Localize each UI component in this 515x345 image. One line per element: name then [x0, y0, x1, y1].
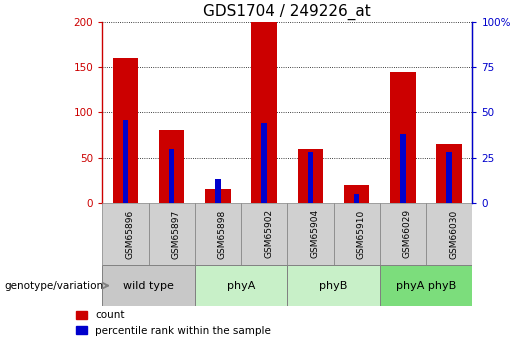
Text: wild type: wild type [123, 280, 174, 290]
Bar [426, 203, 472, 265]
Text: GSM65898: GSM65898 [218, 209, 227, 258]
Bar [205, 189, 231, 203]
Bar [390, 71, 416, 203]
Text: GSM65904: GSM65904 [311, 209, 319, 258]
Bar [241, 203, 287, 265]
Bar [287, 265, 380, 306]
Bar [436, 144, 462, 203]
Text: GSM65902: GSM65902 [264, 209, 273, 258]
Bar [195, 265, 287, 306]
Text: phyB: phyB [319, 280, 348, 290]
Bar [195, 203, 241, 265]
Bar [334, 203, 380, 265]
Bar [262, 123, 267, 203]
Bar [380, 203, 426, 265]
Text: genotype/variation: genotype/variation [4, 280, 103, 290]
Bar [123, 119, 128, 203]
Bar [447, 152, 452, 203]
Legend: count, percentile rank within the sample: count, percentile rank within the sample [72, 306, 275, 340]
Bar [344, 185, 369, 203]
Title: GDS1704 / 249226_at: GDS1704 / 249226_at [203, 4, 371, 20]
Bar [169, 148, 175, 203]
Text: GSM65896: GSM65896 [126, 209, 134, 258]
Bar [102, 265, 195, 306]
Bar [102, 203, 148, 265]
Bar [251, 22, 277, 203]
Bar [113, 58, 138, 203]
Text: GSM65897: GSM65897 [171, 209, 181, 258]
Text: phyA: phyA [227, 280, 255, 290]
Bar [380, 265, 472, 306]
Bar [354, 194, 359, 203]
Bar [215, 179, 221, 203]
Bar [307, 152, 313, 203]
Text: phyA phyB: phyA phyB [396, 280, 456, 290]
Text: GSM66029: GSM66029 [403, 209, 412, 258]
Bar [400, 134, 406, 203]
Bar [159, 130, 184, 203]
Bar [287, 203, 334, 265]
Bar [148, 203, 195, 265]
Bar [298, 148, 323, 203]
Text: GSM65910: GSM65910 [357, 209, 366, 258]
Text: GSM66030: GSM66030 [449, 209, 458, 258]
